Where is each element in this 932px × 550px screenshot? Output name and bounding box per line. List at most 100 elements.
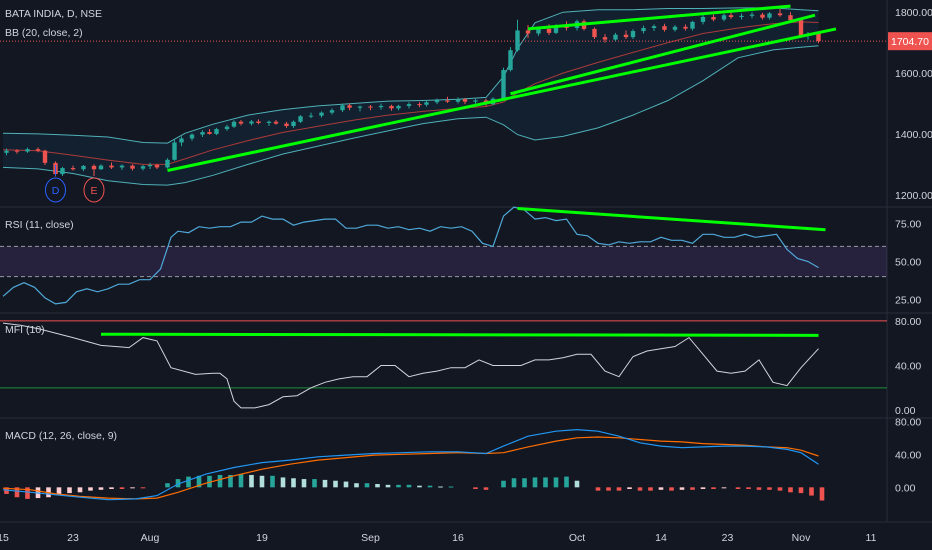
candle-body — [525, 30, 531, 34]
candle-body — [434, 100, 440, 103]
macd-histogram-bar — [721, 487, 727, 489]
rsi-line — [2, 206, 819, 305]
bb-indicator-label[interactable]: BB (20, close, 2) — [5, 27, 83, 39]
macd-histogram-bar — [119, 487, 125, 489]
candle-body — [788, 15, 793, 21]
macd-pane-label[interactable]: MACD (12, 26, close, 9) — [5, 430, 118, 442]
candle-body — [60, 168, 65, 175]
candle-body — [70, 168, 76, 170]
macd-histogram-bar — [56, 487, 62, 495]
candle-body — [473, 100, 478, 102]
macd-histogram-bar — [67, 487, 72, 494]
bb-upper-line — [2, 7, 819, 144]
macd-histogram-bar — [196, 475, 202, 488]
mfi-tick-label: 0.00 — [895, 405, 916, 417]
time-tick-label: 19 — [256, 532, 268, 544]
rsi-tick-label: 25.00 — [895, 294, 921, 306]
candle-body — [200, 132, 205, 135]
macd-histogram-bar — [438, 486, 443, 488]
time-tick-label: 16 — [452, 532, 464, 544]
macd-histogram-bar — [228, 474, 233, 488]
macd-histogram-bar — [679, 487, 685, 490]
candle-body — [35, 149, 41, 151]
candle-body — [347, 105, 352, 108]
candle-body — [690, 21, 695, 29]
macd-histogram-bar — [637, 487, 643, 491]
macd-histogram-bar — [77, 487, 83, 493]
candle-body — [179, 138, 184, 143]
macd-histogram-bar — [543, 477, 548, 488]
marker-circle-E — [83, 177, 105, 203]
bb-lower-line — [2, 45, 819, 186]
macd-histogram-bar — [217, 474, 223, 488]
macd-histogram-bar — [767, 487, 772, 490]
time-tick-label: 11 — [866, 532, 877, 544]
candle-body — [424, 102, 429, 105]
candle-body — [515, 30, 520, 51]
time-tick-label: Oct — [569, 532, 585, 544]
macd-histogram-bar — [700, 487, 706, 489]
macd-histogram-bar — [553, 477, 559, 488]
price-tick-label: 1200.00 — [895, 190, 932, 202]
bb-fill — [3, 7, 819, 186]
candle-body — [25, 149, 30, 152]
price-tick-label: 1400.00 — [895, 129, 932, 141]
macd-histogram-bar — [606, 487, 611, 491]
candle-body — [389, 105, 394, 109]
candle-body — [378, 105, 384, 108]
time-tick-label: 14 — [655, 532, 667, 544]
macd-histogram-bar — [186, 476, 191, 488]
candle-body — [630, 31, 636, 38]
macd-histogram-bar — [522, 478, 527, 488]
candle-body — [291, 121, 296, 127]
candle-body — [767, 13, 772, 18]
time-tick-label: 23 — [67, 532, 79, 544]
candle-body — [501, 70, 506, 99]
candle-body — [298, 116, 303, 122]
candle-body — [165, 159, 170, 168]
macd-histogram-bar — [259, 475, 265, 488]
macd-histogram-bar — [25, 487, 30, 499]
macd-histogram-bar — [130, 487, 135, 489]
candle-body — [14, 150, 20, 152]
time-tick-label: Nov — [792, 532, 811, 544]
macd-histogram-bar — [364, 483, 370, 488]
candle-body — [266, 121, 272, 123]
time-tick-label: Aug — [141, 532, 160, 544]
candle-body — [749, 14, 755, 16]
macd-histogram-bar — [238, 474, 244, 488]
candle-body — [368, 106, 373, 108]
candle-body — [462, 99, 468, 102]
candle-body — [602, 37, 608, 40]
candle-body — [42, 150, 48, 163]
macd-histogram-bar — [207, 475, 212, 488]
macd-histogram-bar — [165, 483, 170, 488]
marker-circle-D — [45, 177, 66, 203]
candle-body — [613, 34, 618, 40]
macd-tick-label: 40.00 — [895, 449, 921, 461]
candle-body — [445, 100, 450, 102]
macd-histogram-bar — [473, 487, 478, 489]
candle-body — [406, 104, 412, 106]
macd-histogram-bar — [109, 487, 114, 489]
mfi-pane-label[interactable]: MFI (10) — [5, 324, 45, 336]
macd-histogram-bar — [427, 485, 433, 488]
macd-histogram-bar — [270, 475, 275, 488]
candle-body — [721, 15, 727, 20]
macd-tick-label: 0.00 — [895, 482, 916, 494]
candle-body — [536, 28, 541, 34]
rsi-pane-label[interactable]: RSI (11, close) — [5, 219, 74, 231]
macd-histogram-bar — [511, 478, 517, 488]
symbol-title: BATA INDIA, D, NSE — [5, 8, 103, 20]
macd-histogram-bar — [448, 486, 454, 488]
candle-body — [140, 166, 146, 169]
mfi-trendline — [100, 332, 819, 337]
candle-body — [273, 121, 279, 124]
macd-histogram-bar — [406, 484, 412, 488]
candle-body — [172, 142, 177, 160]
candle-body — [249, 121, 254, 124]
macd-histogram-bar — [669, 487, 674, 491]
candle-body — [319, 112, 324, 116]
macd-histogram-bar — [595, 487, 601, 491]
